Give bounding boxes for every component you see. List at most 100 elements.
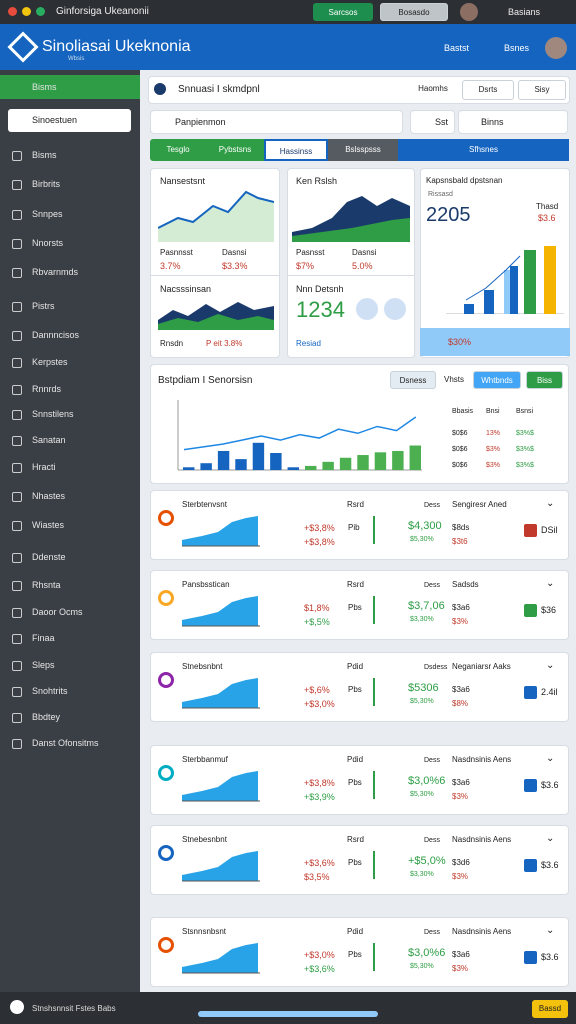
filter[interactable]: Binns bbox=[458, 110, 568, 134]
tab[interactable]: Sfhsnes bbox=[398, 139, 569, 161]
icon-button[interactable] bbox=[356, 298, 378, 320]
legend-cell: $0$6 bbox=[452, 462, 468, 469]
window-dot[interactable] bbox=[36, 7, 45, 16]
row-badge-icon bbox=[524, 604, 537, 617]
chart-button[interactable]: Dsness bbox=[390, 371, 436, 389]
filter[interactable]: Sst bbox=[410, 110, 455, 134]
row-value: $5,30% bbox=[410, 698, 434, 705]
toolbar-button[interactable]: Haomhs bbox=[410, 80, 456, 100]
area-chart bbox=[158, 302, 274, 330]
row-divider bbox=[373, 771, 375, 799]
chevron[interactable]: ⌄ bbox=[546, 925, 555, 936]
sidebar-icon bbox=[12, 581, 22, 591]
sidebar-item[interactable]: Birbrits bbox=[32, 179, 61, 189]
column-header: Sadsds bbox=[452, 580, 479, 589]
sidebar-item[interactable]: Bisms bbox=[32, 150, 57, 160]
card-label: Pasnnsst bbox=[160, 248, 193, 257]
row-value: $3,0%6 bbox=[408, 947, 446, 959]
area-chart bbox=[292, 196, 410, 242]
window-dot[interactable] bbox=[8, 7, 17, 16]
chevron[interactable]: ⌄ bbox=[546, 753, 555, 764]
sidebar-icon bbox=[12, 553, 22, 563]
chevron[interactable]: ⌄ bbox=[546, 660, 555, 671]
chevron[interactable]: ⌄ bbox=[546, 833, 555, 844]
card-footer[interactable]: $30% bbox=[420, 328, 570, 356]
sidebar-item[interactable]: Pistrs bbox=[32, 301, 55, 311]
sidebar-active[interactable]: Bisms bbox=[0, 75, 140, 99]
bar bbox=[252, 442, 265, 470]
card-label: Thasd bbox=[536, 202, 559, 211]
sidebar-item[interactable]: Rhsnta bbox=[32, 580, 61, 590]
sidebar-item[interactable]: Snnpes bbox=[32, 209, 63, 219]
row-title: Stnebesnbnt bbox=[182, 835, 227, 844]
toolbar-button[interactable]: Dsrts bbox=[462, 80, 514, 100]
card-value: P eit 3.8% bbox=[206, 339, 243, 348]
bar bbox=[305, 465, 317, 470]
sidebar-item[interactable]: Sanatan bbox=[32, 435, 66, 445]
sidebar-search[interactable]: Sinoestuen bbox=[8, 109, 131, 132]
tab[interactable]: Tesglo bbox=[166, 145, 190, 154]
sparkline bbox=[158, 190, 274, 242]
card-label: Rnsdn bbox=[160, 339, 184, 348]
tab[interactable]: Hassinss bbox=[264, 139, 328, 161]
sidebar-item[interactable]: Kerpstes bbox=[32, 357, 68, 367]
card-value: $3.6 bbox=[538, 213, 556, 223]
sidebar-item[interactable]: Bbdtey bbox=[32, 712, 61, 722]
footer-button[interactable]: Bassd bbox=[532, 1000, 568, 1018]
row-divider bbox=[373, 596, 375, 624]
sparkline bbox=[182, 596, 260, 627]
legend-cell: $0$6 bbox=[452, 446, 468, 453]
sidebar-item[interactable]: Snnstilens bbox=[32, 409, 74, 419]
row-value: Pbs bbox=[348, 603, 362, 612]
sparkline bbox=[182, 851, 260, 882]
bar bbox=[183, 467, 195, 470]
bar bbox=[339, 457, 352, 470]
sidebar-item[interactable]: Rnnrds bbox=[32, 384, 62, 394]
header-link[interactable]: Bsnes bbox=[504, 43, 530, 53]
tab[interactable]: Bslsspsss bbox=[328, 139, 398, 161]
sidebar-icon bbox=[12, 713, 22, 723]
sidebar-item[interactable]: Rbvarnmds bbox=[32, 267, 79, 277]
search-box[interactable]: Panpienmon bbox=[150, 110, 403, 134]
sidebar-item[interactable]: Finaa bbox=[32, 633, 55, 643]
sidebar-item[interactable]: Danst Ofonsitms bbox=[32, 738, 99, 748]
icon-button[interactable] bbox=[384, 298, 406, 320]
window-dot[interactable] bbox=[22, 7, 31, 16]
sidebar-item[interactable]: Snohtrits bbox=[32, 686, 68, 696]
chevron[interactable]: ⌄ bbox=[546, 578, 555, 589]
tab[interactable]: Pybstsns bbox=[218, 145, 252, 154]
sidebar-item[interactable]: Dannncisos bbox=[32, 330, 80, 340]
avatar[interactable] bbox=[545, 37, 567, 59]
column-header: Pdid bbox=[347, 662, 364, 671]
row-icon bbox=[158, 765, 174, 781]
chevron[interactable]: ⌄ bbox=[546, 498, 555, 509]
sidebar-item[interactable]: Nnorsts bbox=[32, 238, 64, 248]
sidebar-item[interactable]: Wiastes bbox=[32, 520, 65, 530]
chart-button[interactable]: Biss bbox=[526, 371, 563, 389]
toolbar-button[interactable]: Sisy bbox=[518, 80, 566, 100]
trend-line bbox=[183, 416, 417, 451]
row-value: +$,6% bbox=[304, 685, 330, 695]
title-bar bbox=[0, 0, 576, 24]
chart-button[interactable]: Vhsts bbox=[440, 371, 468, 389]
header-link[interactable]: Bastst bbox=[444, 43, 470, 53]
row-value: $8% bbox=[452, 699, 469, 708]
avatar[interactable] bbox=[460, 3, 478, 21]
sidebar-item[interactable]: Ddenste bbox=[32, 552, 66, 562]
top-button[interactable]: Bosasdo bbox=[380, 3, 448, 21]
app-subtitle: Wbsis bbox=[68, 56, 85, 62]
chart-button[interactable]: Whtbnds bbox=[473, 371, 521, 389]
top-button[interactable]: Sarcsos bbox=[313, 3, 373, 21]
sparkline bbox=[182, 943, 260, 974]
sidebar-icon bbox=[12, 385, 22, 395]
progress bbox=[198, 1011, 378, 1017]
sidebar-item[interactable]: Sleps bbox=[32, 660, 55, 670]
sidebar-item[interactable]: Nhastes bbox=[32, 491, 66, 501]
legend-cell: $3%$ bbox=[516, 462, 534, 469]
row-panel bbox=[150, 652, 569, 722]
sidebar-item[interactable]: Hracti bbox=[32, 462, 56, 472]
sidebar-item[interactable]: Daoor Ocms bbox=[32, 607, 83, 617]
big-number: 1234 bbox=[296, 297, 345, 322]
card-link[interactable]: Resiad bbox=[296, 339, 321, 348]
card-label: Dasnsi bbox=[352, 248, 377, 257]
